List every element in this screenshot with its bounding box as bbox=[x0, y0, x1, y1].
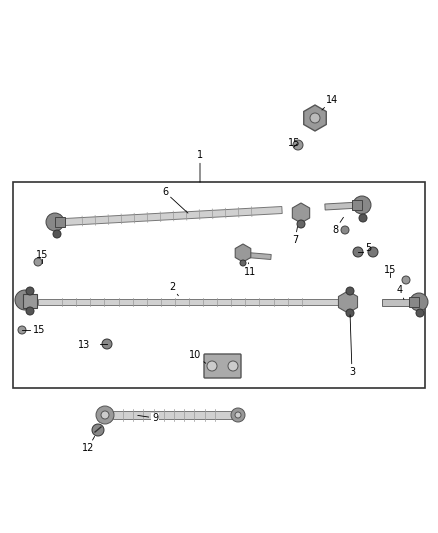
Circle shape bbox=[240, 260, 246, 266]
Text: 11: 11 bbox=[244, 263, 256, 277]
Circle shape bbox=[293, 140, 303, 150]
Text: 4: 4 bbox=[397, 285, 404, 300]
Circle shape bbox=[18, 326, 26, 334]
Text: 15: 15 bbox=[33, 325, 46, 335]
Circle shape bbox=[15, 290, 35, 310]
FancyBboxPatch shape bbox=[204, 354, 241, 378]
Circle shape bbox=[26, 307, 34, 315]
Text: 6: 6 bbox=[162, 187, 188, 213]
Circle shape bbox=[96, 406, 114, 424]
Text: 12: 12 bbox=[82, 437, 95, 453]
Text: 15: 15 bbox=[384, 265, 396, 275]
Polygon shape bbox=[113, 411, 235, 419]
Circle shape bbox=[410, 293, 428, 311]
Circle shape bbox=[310, 113, 320, 123]
Text: 15: 15 bbox=[288, 138, 300, 148]
Circle shape bbox=[26, 287, 34, 295]
Text: 15: 15 bbox=[36, 250, 48, 260]
Bar bbox=[409, 297, 419, 307]
Circle shape bbox=[46, 213, 64, 231]
Circle shape bbox=[346, 309, 354, 317]
Polygon shape bbox=[247, 253, 271, 260]
Text: 8: 8 bbox=[332, 217, 343, 235]
Text: 2: 2 bbox=[169, 282, 178, 296]
Circle shape bbox=[353, 196, 371, 214]
Text: 10: 10 bbox=[189, 350, 206, 364]
Circle shape bbox=[235, 412, 241, 418]
Text: 5: 5 bbox=[365, 243, 371, 253]
Circle shape bbox=[346, 287, 354, 295]
Text: 1: 1 bbox=[197, 150, 203, 182]
Circle shape bbox=[53, 230, 61, 238]
Polygon shape bbox=[38, 299, 340, 305]
Circle shape bbox=[341, 226, 349, 234]
Circle shape bbox=[353, 247, 363, 257]
Bar bbox=[352, 200, 362, 210]
Text: 14: 14 bbox=[322, 95, 338, 110]
Bar bbox=[55, 217, 65, 227]
Polygon shape bbox=[65, 206, 282, 225]
Circle shape bbox=[416, 309, 424, 317]
Polygon shape bbox=[339, 291, 357, 313]
Polygon shape bbox=[325, 202, 360, 210]
Text: 3: 3 bbox=[349, 315, 355, 377]
Polygon shape bbox=[382, 298, 418, 305]
Bar bbox=[13, 182, 425, 388]
Text: 7: 7 bbox=[292, 227, 298, 245]
Circle shape bbox=[228, 361, 238, 371]
Circle shape bbox=[231, 408, 245, 422]
Circle shape bbox=[102, 339, 112, 349]
Circle shape bbox=[207, 361, 217, 371]
Circle shape bbox=[34, 258, 42, 266]
Circle shape bbox=[402, 276, 410, 284]
Circle shape bbox=[359, 214, 367, 222]
Polygon shape bbox=[235, 244, 251, 262]
Polygon shape bbox=[304, 105, 326, 131]
Circle shape bbox=[368, 247, 378, 257]
Text: 9: 9 bbox=[138, 413, 158, 423]
Bar bbox=[23, 294, 37, 308]
Circle shape bbox=[101, 411, 109, 419]
Text: 13: 13 bbox=[78, 340, 90, 350]
Polygon shape bbox=[292, 203, 310, 223]
Circle shape bbox=[92, 424, 104, 436]
Circle shape bbox=[297, 220, 305, 228]
